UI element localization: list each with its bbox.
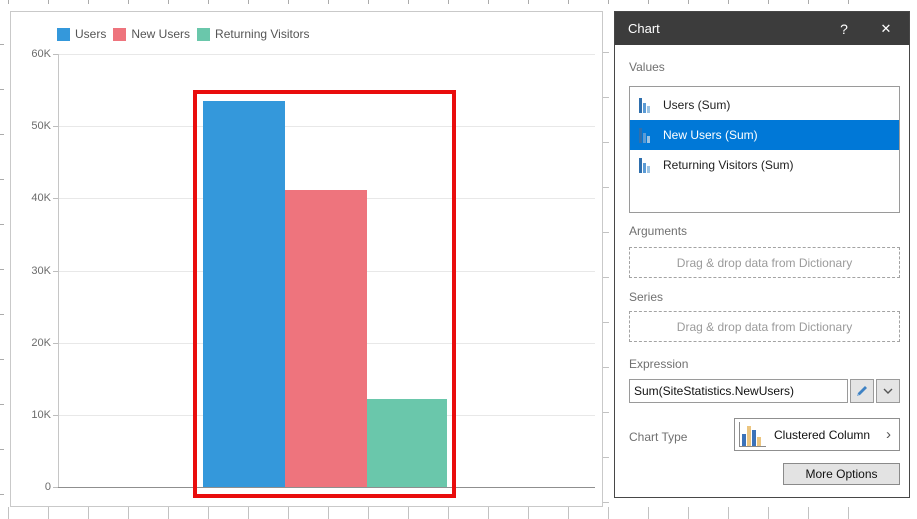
chart-type-label: Chart Type — [629, 430, 688, 444]
legend-item: Returning Visitors — [197, 27, 310, 41]
y-axis-label: 60K — [31, 48, 51, 60]
expression-section-label: Expression — [629, 357, 689, 371]
chart-type-value: Clustered Column — [774, 427, 871, 442]
legend-label: New Users — [131, 27, 191, 41]
legend-label: Returning Visitors — [215, 27, 310, 41]
series-bars-icon — [639, 97, 652, 113]
legend-swatch-icon — [57, 27, 70, 41]
series-dropzone[interactable]: Drag & drop data from Dictionary — [629, 311, 900, 342]
y-axis-line — [58, 54, 59, 487]
expression-dropdown-button[interactable] — [876, 379, 900, 403]
chevron-down-icon — [883, 388, 893, 394]
x-axis-line — [58, 487, 595, 488]
y-axis-tick — [53, 487, 58, 488]
bar-returning-visitors[interactable] — [367, 399, 447, 487]
series-bars-icon — [639, 157, 652, 173]
y-axis-label: 0 — [44, 481, 51, 493]
close-icon[interactable]: ✕ — [880, 20, 892, 36]
clustered-column-icon — [739, 422, 766, 447]
values-item-returning-visitors-sum[interactable]: Returning Visitors (Sum) — [630, 150, 899, 180]
panel-header: Chart ? ✕ — [615, 12, 909, 45]
legend-swatch-icon — [197, 27, 211, 41]
more-options-button[interactable]: More Options — [783, 463, 900, 485]
legend-swatch-icon — [113, 27, 127, 41]
values-item-users-sum[interactable]: Users (Sum) — [630, 90, 899, 120]
series-section-label: Series — [629, 290, 664, 304]
y-axis-tick — [53, 343, 58, 344]
chart-properties-panel: Chart ? ✕ Values Users (Sum) New Users (S… — [614, 11, 910, 498]
y-axis-tick — [53, 271, 58, 272]
grid-ticks-top — [0, 0, 917, 4]
legend-label: Users — [75, 27, 107, 41]
values-listbox: Users (Sum) New Users (Sum) Returning Visi… — [629, 86, 900, 213]
bar-users[interactable] — [203, 101, 285, 487]
legend-item: Users — [57, 27, 106, 41]
chevron-right-icon: › — [886, 426, 891, 443]
series-dropzone-text: Drag & drop data from Dictionary — [676, 319, 853, 334]
y-axis-tick — [53, 54, 58, 55]
y-axis-label: 50K — [31, 120, 51, 132]
y-axis-label: 40K — [31, 192, 51, 204]
chart-legend: Users New Users Returning Visitors — [57, 27, 317, 41]
pencil-icon — [857, 386, 867, 396]
y-axis-label: 20K — [31, 337, 51, 349]
y-axis-tick — [53, 198, 58, 199]
y-axis-label: 10K — [31, 409, 51, 421]
help-icon[interactable]: ? — [840, 20, 848, 37]
arguments-section-label: Arguments — [629, 224, 688, 238]
panel-title: Chart — [628, 21, 660, 36]
chart-control[interactable]: Users New Users Returning Visitors 0 10K 20K… — [10, 11, 603, 507]
series-bars-icon — [639, 127, 652, 143]
values-item-label: New Users (Sum) — [663, 128, 758, 142]
grid-ticks-bottom — [0, 507, 917, 519]
values-item-new-users-sum[interactable]: New Users (Sum) — [630, 120, 899, 150]
y-axis-tick — [53, 126, 58, 127]
expression-row — [629, 379, 900, 403]
grid-ticks-left — [0, 0, 4, 519]
gridline — [58, 54, 595, 55]
chart-type-button[interactable]: Clustered Column › — [734, 418, 900, 451]
values-section-label: Values — [629, 60, 665, 74]
y-axis-tick — [53, 415, 58, 416]
y-axis-label: 30K — [31, 265, 51, 277]
more-options-label: More Options — [805, 467, 878, 481]
gridline — [58, 126, 595, 127]
arguments-dropzone[interactable]: Drag & drop data from Dictionary — [629, 247, 900, 278]
expression-input[interactable] — [629, 379, 848, 403]
arguments-dropzone-text: Drag & drop data from Dictionary — [676, 255, 853, 270]
legend-item: New Users — [113, 27, 190, 41]
bar-new-users[interactable] — [285, 190, 367, 487]
expression-edit-button[interactable] — [850, 379, 874, 403]
values-item-label: Users (Sum) — [663, 98, 731, 112]
values-item-label: Returning Visitors (Sum) — [663, 158, 794, 172]
